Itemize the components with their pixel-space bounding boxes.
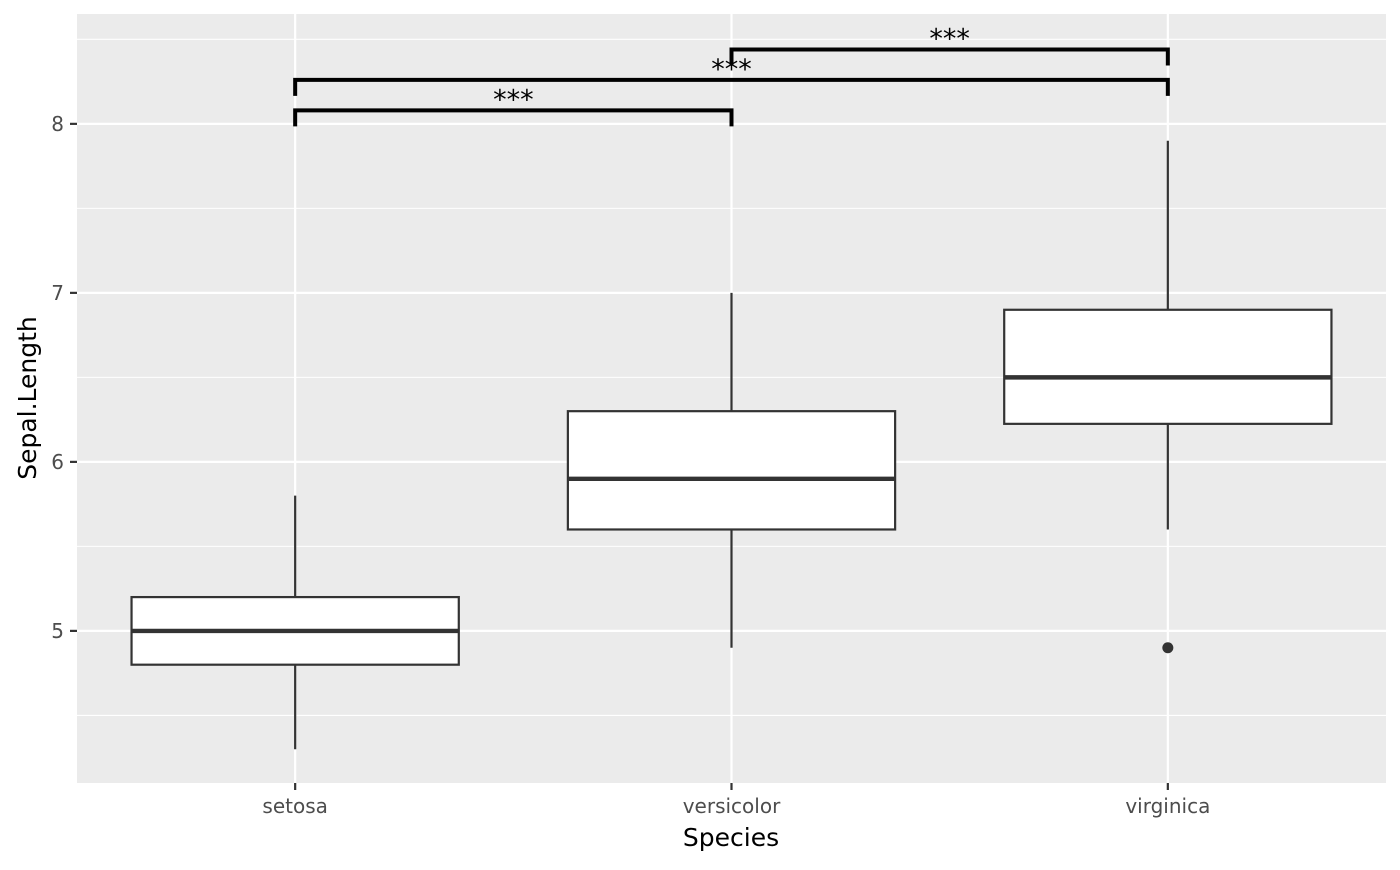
x-tick-label-virginica: virginica	[1125, 794, 1210, 818]
bracket-line	[293, 108, 734, 127]
x-tick-label-setosa: setosa	[262, 794, 327, 818]
x-tick-label-versicolor: versicolor	[683, 794, 781, 818]
bracket-versicolor-virginica: ***	[729, 23, 1170, 66]
bracket-setosa-versicolor: ***	[293, 84, 734, 127]
y-axis-title: Sepal.Length	[13, 316, 42, 480]
y-tick-label: 8	[51, 112, 64, 136]
boxes	[130, 140, 1333, 750]
box-iqr	[1003, 308, 1333, 425]
y-tick-label: 5	[51, 619, 64, 643]
y-tick-label: 6	[51, 450, 64, 474]
bracket-line	[729, 47, 1170, 66]
significance-label: ***	[929, 23, 970, 54]
bracket-line	[293, 77, 1170, 96]
significance-brackets: *********	[293, 23, 1170, 127]
outlier-point	[1162, 642, 1174, 654]
box-versicolor	[566, 292, 897, 648]
box-setosa	[130, 495, 460, 750]
box-virginica	[1003, 140, 1333, 654]
y-tick-label: 7	[51, 281, 64, 305]
significance-label: ***	[493, 84, 534, 115]
axes: 5 6 7 8 setosa versicolor virginica	[51, 112, 1210, 818]
box-iqr	[566, 410, 897, 531]
x-axis-title: Species	[683, 823, 779, 852]
